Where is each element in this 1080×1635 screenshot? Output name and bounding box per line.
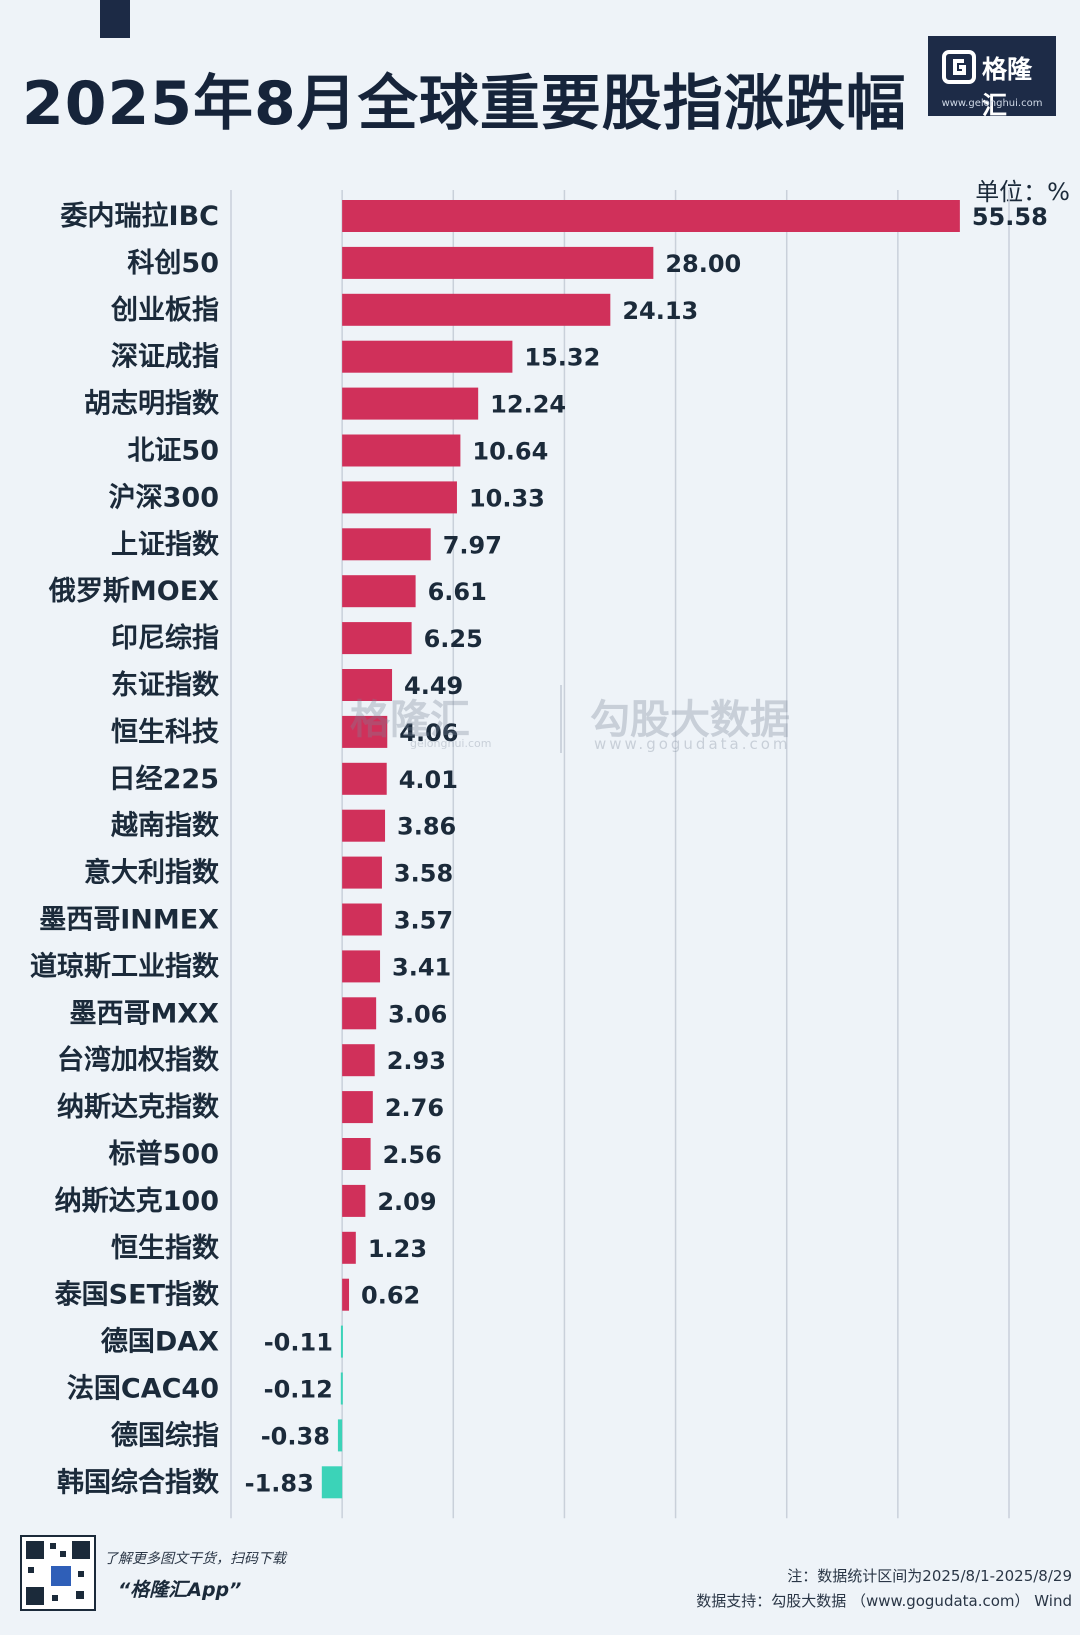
value-label: 28.00: [665, 250, 741, 278]
value-label: 4.06: [399, 719, 458, 747]
category-label: 沪深300: [109, 482, 219, 513]
value-label: 55.58: [972, 203, 1048, 231]
value-label: 10.64: [472, 438, 548, 466]
bar: [342, 528, 431, 561]
category-label: 意大利指数: [84, 857, 220, 889]
category-label: 恒生指数: [111, 1233, 220, 1264]
bar: [321, 1466, 343, 1499]
value-label: 7.97: [443, 531, 502, 559]
bar: [342, 246, 654, 279]
category-label: 泰国SET指数: [55, 1280, 220, 1311]
category-label: 俄罗斯MOEX: [48, 576, 219, 607]
category-label: 墨西哥MXX: [69, 998, 219, 1029]
category-label: 德国综指: [111, 1419, 219, 1451]
category-label: 标普500: [109, 1138, 219, 1170]
bar: [342, 1184, 366, 1217]
footer-note: 注：数据统计区间为2025/8/1-2025/8/29: [787, 1567, 1072, 1585]
top-accent-bar: [100, 0, 130, 38]
category-label: 越南指数: [111, 811, 220, 842]
bar: [342, 903, 382, 936]
qr-logo-icon: [49, 1564, 73, 1588]
value-label: 3.58: [394, 860, 453, 888]
footer-source: 数据支持：勾股大数据 （www.gogudata.com） Wind: [696, 1592, 1072, 1610]
bar: [342, 762, 387, 795]
bar: [342, 809, 386, 842]
bar: [342, 715, 388, 748]
category-label: 恒生科技: [111, 717, 219, 748]
value-label: 1.23: [368, 1235, 427, 1263]
value-label: -0.11: [264, 1329, 333, 1357]
bar-chart: 委内瑞拉IBC 55.58 科创50 28.00 创业板指 24.13 深证成指 15.32 胡…: [30, 190, 1048, 1519]
bar: [342, 1138, 371, 1170]
value-label: 4.01: [399, 766, 458, 794]
category-label: 胡志明指数: [84, 389, 220, 420]
qr-code[interactable]: [20, 1535, 96, 1611]
category-label: 深证成指: [111, 342, 219, 373]
category-label: 纳斯达克100: [55, 1185, 219, 1217]
brand-logo: 格隆汇 www.gelonghui.com: [928, 36, 1056, 120]
category-label: 日经225: [109, 763, 219, 795]
category-label: 纳斯达克指数: [57, 1091, 220, 1123]
value-label: -0.12: [264, 1376, 333, 1404]
category-label: 科创50: [127, 248, 219, 279]
bar: [342, 669, 393, 701]
category-label: 印尼综指: [111, 622, 219, 654]
bar: [342, 575, 416, 608]
bar: [342, 200, 960, 232]
bar: [342, 387, 479, 420]
category-label: 东证指数: [111, 669, 220, 701]
category-label: 北证50: [127, 436, 219, 467]
value-label: 3.57: [394, 907, 453, 935]
value-label: 3.06: [388, 1000, 447, 1028]
value-label: 4.49: [404, 672, 463, 700]
value-label: 2.56: [383, 1141, 442, 1169]
unit-label: 单位：%: [975, 178, 1070, 206]
value-label: 0.62: [361, 1282, 420, 1310]
bar: [342, 1044, 375, 1077]
value-label: 6.61: [428, 578, 487, 606]
value-label: 2.76: [385, 1094, 444, 1122]
bar: [342, 340, 513, 373]
bar: [342, 1091, 373, 1124]
bar: [342, 997, 377, 1030]
logo-name: 格隆汇: [982, 55, 1033, 120]
category-label: 上证指数: [111, 529, 220, 560]
value-label: 10.33: [469, 484, 545, 512]
category-label: 台湾加权指数: [57, 1044, 220, 1076]
value-label: 12.24: [490, 391, 566, 419]
category-label: 德国DAX: [101, 1327, 219, 1358]
category-label: 委内瑞拉IBC: [61, 200, 219, 232]
bar: [342, 434, 461, 467]
bar: [342, 622, 412, 655]
bar: [342, 1278, 350, 1311]
category-label: 法国CAC40: [67, 1374, 219, 1405]
bar: [340, 1372, 343, 1405]
value-label: 6.25: [424, 625, 483, 653]
bar: [342, 856, 382, 889]
value-label: -1.83: [245, 1469, 314, 1497]
value-label: 24.13: [622, 297, 698, 325]
footer-app-name: “格隆汇App”: [118, 1579, 242, 1601]
bar: [337, 1419, 343, 1452]
bar: [342, 950, 381, 983]
logo-url: www.gelonghui.com: [941, 98, 1043, 109]
value-label: 3.41: [392, 953, 451, 981]
category-label: 道琼斯工业指数: [30, 950, 220, 982]
page-title: 2025年8月全球重要股指涨跌幅: [22, 69, 907, 139]
bar: [340, 1325, 343, 1358]
bar: [342, 293, 611, 326]
category-label: 韩国综合指数: [57, 1466, 220, 1498]
bar: [342, 1231, 356, 1264]
category-label: 创业板指: [110, 295, 219, 326]
value-label: 15.32: [524, 344, 600, 372]
value-label: -0.38: [261, 1422, 330, 1450]
value-label: 3.86: [397, 813, 456, 841]
value-label: 2.93: [387, 1047, 446, 1075]
category-label: 墨西哥INMEX: [39, 905, 219, 936]
g-logo-icon: [942, 50, 976, 84]
footer-promo: 了解更多图文干货，扫码下载: [104, 1551, 286, 1567]
bar: [342, 481, 457, 514]
value-label: 2.09: [377, 1188, 436, 1216]
